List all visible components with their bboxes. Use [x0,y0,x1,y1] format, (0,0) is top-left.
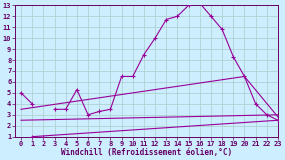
X-axis label: Windchill (Refroidissement éolien,°C): Windchill (Refroidissement éolien,°C) [61,148,232,157]
